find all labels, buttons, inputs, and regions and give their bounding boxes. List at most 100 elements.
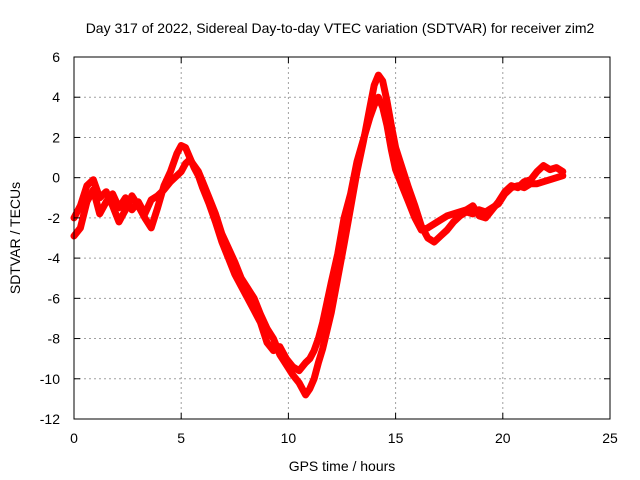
data-point — [148, 196, 155, 203]
data-point — [546, 176, 553, 183]
data-point — [296, 379, 303, 386]
data-point — [450, 218, 457, 225]
y-tick-label: -10 — [40, 371, 60, 387]
data-point — [347, 190, 354, 197]
data-point — [341, 214, 348, 221]
y-tick-label: 4 — [52, 89, 60, 105]
data-point — [218, 239, 225, 246]
data-point — [311, 375, 318, 382]
data-point — [306, 355, 313, 362]
data-point — [96, 210, 103, 217]
data-point — [384, 98, 391, 105]
data-point — [148, 224, 155, 231]
data-point — [212, 218, 219, 225]
data-point — [178, 168, 185, 175]
data-point — [534, 168, 541, 175]
data-point — [244, 295, 251, 302]
data-point — [371, 102, 378, 109]
data-point — [167, 168, 174, 175]
data-point — [405, 198, 412, 205]
y-tick-label: 0 — [52, 170, 60, 186]
data-point — [371, 82, 378, 89]
data-point — [437, 216, 444, 223]
data-point — [178, 142, 185, 149]
data-point — [444, 212, 451, 219]
data-point — [128, 192, 135, 199]
grid — [74, 57, 610, 419]
data-point — [83, 182, 90, 189]
data-point — [263, 339, 270, 346]
data-point — [77, 202, 84, 209]
x-tick-label: 15 — [388, 430, 404, 446]
data-point — [514, 184, 521, 191]
data-series — [70, 71, 567, 399]
y-tick-label: -4 — [48, 250, 61, 266]
data-point — [495, 198, 502, 205]
y-tick-label: -12 — [40, 411, 60, 427]
data-point — [384, 122, 391, 129]
data-point — [360, 136, 367, 143]
data-point — [182, 160, 189, 167]
data-point — [411, 214, 418, 221]
data-point — [182, 144, 189, 151]
data-point — [444, 226, 451, 233]
data-point — [553, 164, 560, 171]
data-point — [476, 212, 483, 219]
data-point — [283, 355, 290, 362]
data-point — [534, 180, 541, 187]
data-point — [334, 251, 341, 258]
data-point — [173, 150, 180, 157]
chart-title: Day 317 of 2022, Sidereal Day-to-day VTE… — [86, 20, 595, 36]
data-point — [540, 178, 547, 185]
data-point — [109, 202, 116, 209]
data-point — [392, 166, 399, 173]
data-point — [186, 154, 193, 161]
data-point — [418, 226, 425, 233]
axis-ticks: 0 5 10 15 20 25 -12 -10 -8 -6 -4 -2 0 2 4 6 — [40, 49, 618, 446]
x-tick-label: 20 — [495, 430, 511, 446]
data-point — [315, 359, 322, 366]
data-point — [328, 279, 335, 286]
data-point — [251, 295, 258, 302]
data-point — [399, 182, 406, 189]
data-point — [437, 232, 444, 239]
data-point — [90, 176, 97, 183]
data-point — [289, 363, 296, 370]
data-point — [559, 168, 566, 175]
data-point — [302, 391, 309, 398]
x-tick-label: 25 — [602, 430, 618, 446]
data-point — [501, 188, 508, 195]
data-point — [96, 194, 103, 201]
data-point — [77, 224, 84, 231]
data-point — [431, 220, 438, 227]
data-point — [482, 214, 489, 221]
data-point — [354, 158, 361, 165]
x-tick-label: 5 — [177, 430, 185, 446]
data-point — [375, 94, 382, 101]
data-point — [191, 164, 198, 171]
data-point — [206, 200, 213, 207]
y-tick-label: -2 — [48, 210, 61, 226]
data-point — [388, 146, 395, 153]
data-point — [553, 174, 560, 181]
data-point — [379, 78, 386, 85]
data-point — [251, 307, 258, 314]
data-point — [289, 371, 296, 378]
data-point — [463, 206, 470, 213]
data-point — [469, 202, 476, 209]
data-point — [195, 172, 202, 179]
data-point — [296, 367, 303, 374]
data-point — [489, 206, 496, 213]
y-tick-label: -8 — [48, 331, 61, 347]
data-point — [450, 210, 457, 217]
data-point — [122, 206, 129, 213]
x-tick-label: 10 — [281, 430, 297, 446]
y-axis-label: SDTVAR / TECUs — [7, 182, 23, 294]
series-line-track-b — [70, 93, 567, 375]
data-point — [521, 178, 528, 185]
data-point — [135, 202, 142, 209]
data-point — [375, 72, 382, 79]
data-point — [431, 239, 438, 246]
data-point — [173, 172, 180, 179]
